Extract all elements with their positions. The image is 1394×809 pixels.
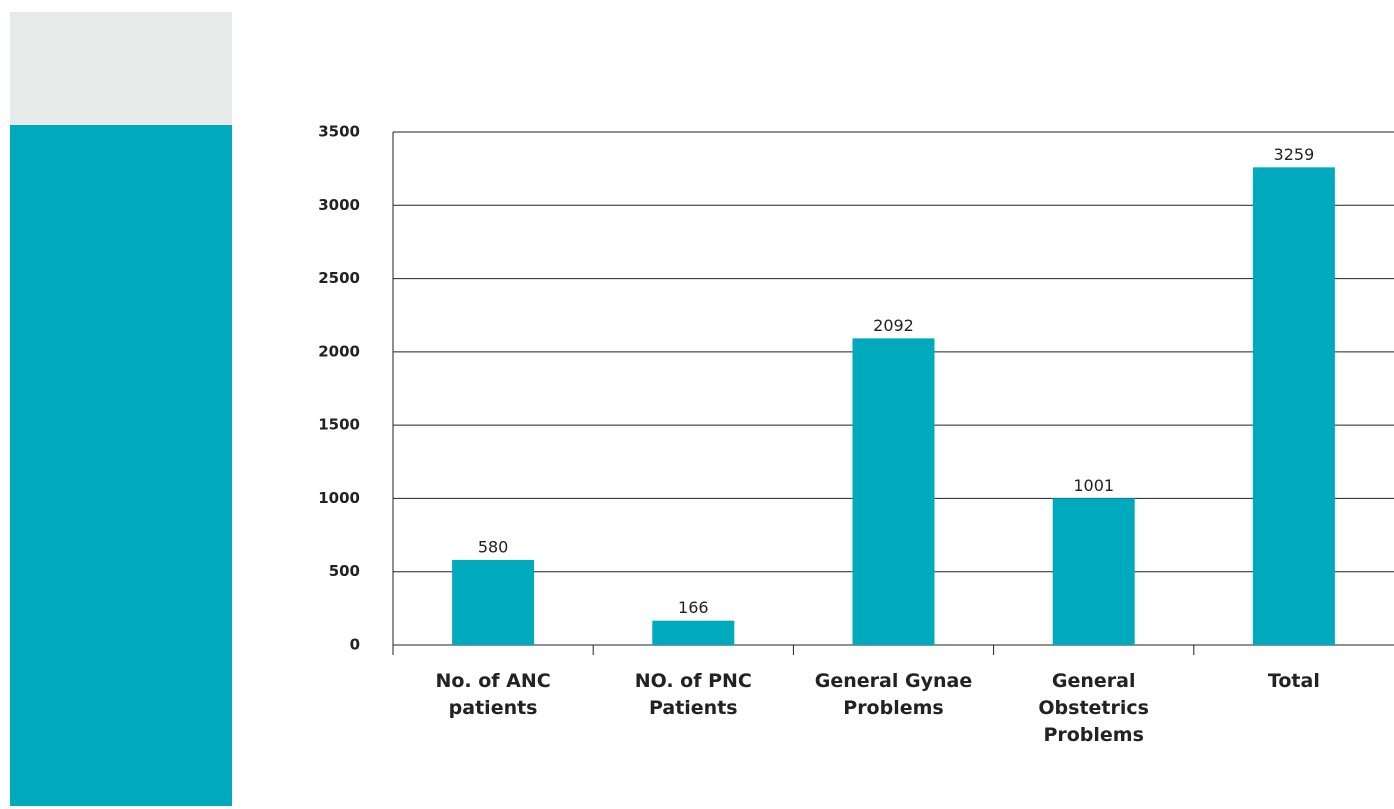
y-tick-label: 3500 <box>318 123 360 141</box>
bar <box>1052 498 1135 645</box>
y-tick-label: 1500 <box>318 416 360 434</box>
bar <box>652 620 735 645</box>
bar <box>452 559 535 645</box>
data-label: 580 <box>478 537 509 556</box>
x-tick-label: NO. of PNC Patients <box>634 670 752 719</box>
y-tick-label: 1000 <box>318 489 360 507</box>
data-label: 2092 <box>873 316 914 335</box>
x-tick-label: Total <box>1267 670 1320 692</box>
bar <box>852 338 935 645</box>
y-tick-label: 2500 <box>318 269 360 287</box>
bar <box>1252 167 1335 645</box>
x-tick-label: No. of ANC patients <box>435 670 551 719</box>
x-tick-label: General Obstetrics Problems <box>1038 670 1149 746</box>
y-tick-label: 2000 <box>318 342 360 360</box>
y-tick-label: 500 <box>329 562 360 580</box>
data-label: 166 <box>678 598 709 617</box>
side-panel <box>10 125 232 806</box>
y-tick-label: 0 <box>350 636 360 654</box>
x-tick-label: General Gynae Problems <box>814 670 973 719</box>
y-tick-label: 3000 <box>318 196 360 214</box>
data-label: 3259 <box>1274 145 1315 164</box>
side-panel-top <box>10 12 232 125</box>
data-label: 1001 <box>1073 476 1114 495</box>
